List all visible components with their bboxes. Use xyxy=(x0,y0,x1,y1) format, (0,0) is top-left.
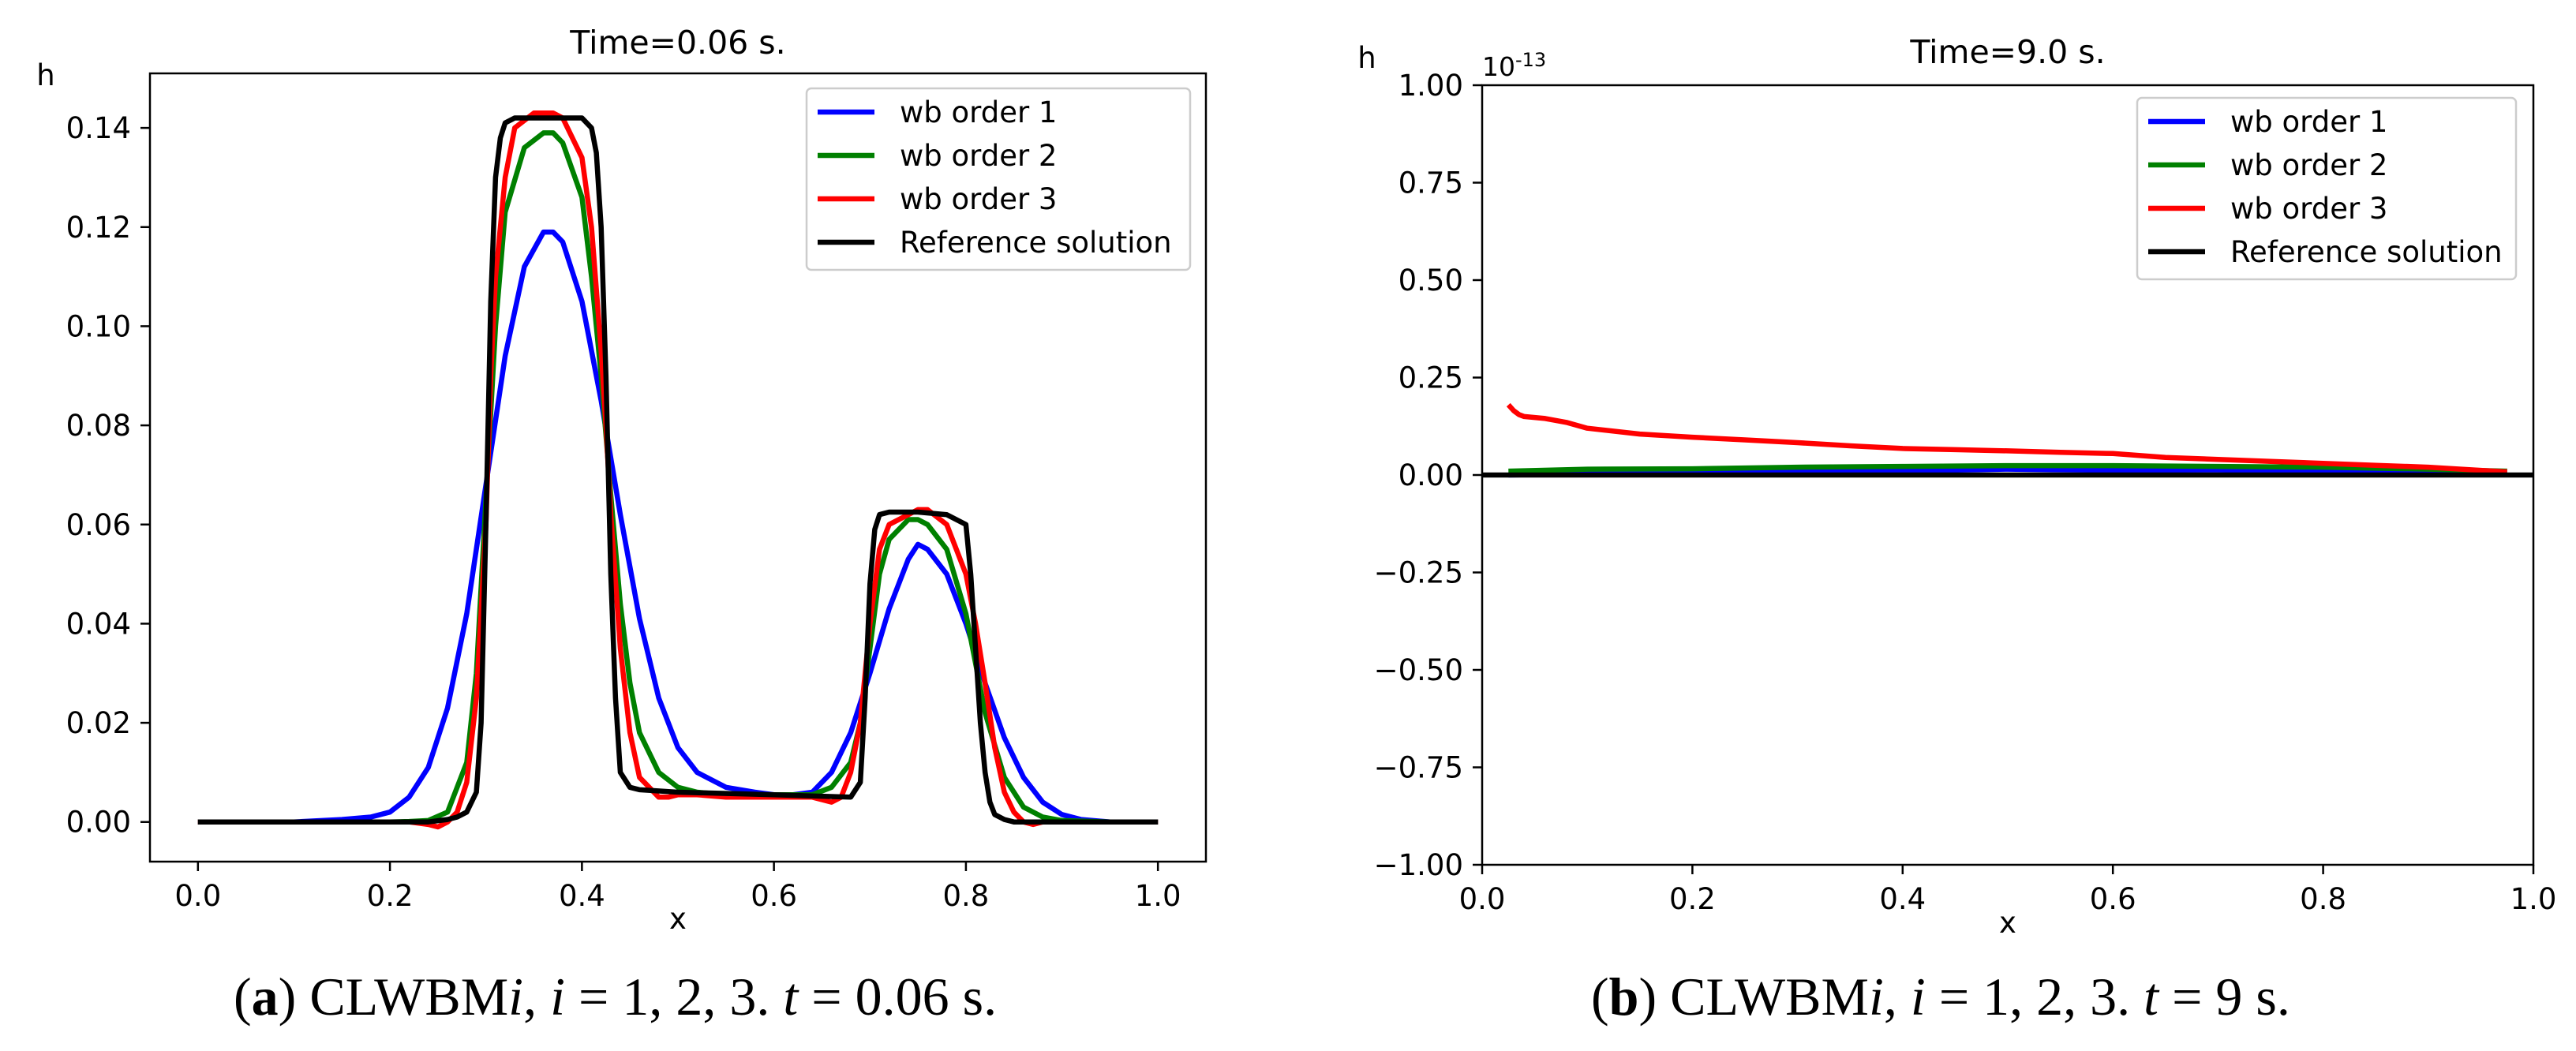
y-tick-label: −0.25 xyxy=(1374,556,1463,590)
caption-a-text1: CLWBM xyxy=(296,967,509,1027)
y-tick-label: 0.00 xyxy=(66,806,131,840)
series-line-wb-order-3 xyxy=(1506,402,2507,475)
x-tick-label: 1.0 xyxy=(2510,882,2557,916)
legend-label: Reference solution xyxy=(900,226,1172,260)
x-tick-label: 0.4 xyxy=(1879,882,1926,916)
legend-label: wb order 1 xyxy=(2230,105,2387,139)
x-tick-label: 0.0 xyxy=(1459,882,1506,916)
offset-exponent: -13 xyxy=(1515,49,1546,71)
legend-box xyxy=(805,87,1192,271)
y-tick-label: 0.06 xyxy=(66,508,131,542)
series-group xyxy=(1482,402,2533,478)
x-tick-label: 0.2 xyxy=(1669,882,1716,916)
caption-a-text2: , xyxy=(523,967,551,1027)
series-line-wb-order-1 xyxy=(197,229,1159,825)
chart-title: Time=9.0 s. xyxy=(1909,33,2105,71)
legend-label: Reference solution xyxy=(2230,235,2503,269)
x-tick-label: 0.2 xyxy=(367,879,414,913)
axes-frame xyxy=(148,72,1208,863)
legend-label: wb order 1 xyxy=(900,95,1057,129)
caption-a-text3: = 1, 2, 3. xyxy=(564,967,784,1027)
x-tick-label: 0.8 xyxy=(942,879,989,913)
caption-a-label: a xyxy=(251,967,279,1027)
caption-b-text2: , xyxy=(1883,967,1911,1027)
caption-b-text3: = 1, 2, 3. xyxy=(1925,967,2144,1027)
caption-a-text4: = 0.06 s. xyxy=(798,967,998,1027)
y-tick-label: −0.75 xyxy=(1374,751,1463,785)
chart-panel-b: 0.0 0.2 0.4 0.6 0.8 1.0 −1.00 −0.75 −0.50 −0.25 0.… xyxy=(1357,33,2556,940)
series-line-reference-solution xyxy=(197,115,1159,825)
y-tick-label: 0.08 xyxy=(66,409,131,443)
y-tick-label: 0.10 xyxy=(66,309,131,343)
y-tick-label: 0.25 xyxy=(1398,361,1463,395)
x-tick-label: 0.6 xyxy=(2090,882,2136,916)
legend-label: wb order 3 xyxy=(900,182,1057,216)
y-axis-label: h xyxy=(36,58,54,92)
offset-text: 10-13 xyxy=(1482,49,1546,82)
caption-a-var3: t xyxy=(783,967,799,1027)
caption-b-var1: i xyxy=(1869,967,1884,1027)
y-axis-label: h xyxy=(1357,41,1376,75)
legend-label: wb order 2 xyxy=(2230,148,2387,182)
caption-b-text1: CLWBM xyxy=(1657,967,1869,1027)
series-group xyxy=(197,110,1159,830)
y-tick-label: 0.02 xyxy=(66,706,131,740)
y-tick-label: 0.12 xyxy=(66,211,131,245)
legend-box xyxy=(2136,96,2518,281)
y-tick-label: 1.00 xyxy=(1398,69,1463,103)
caption-a: (a) CLWBMi, i = 1, 2, 3. t = 0.06 s. xyxy=(234,967,998,1027)
axes-frame xyxy=(1481,84,2535,866)
caption-a-var2: i xyxy=(550,967,565,1027)
chart-title: Time=0.06 s. xyxy=(569,24,785,62)
caption-b: (b) CLWBMi, i = 1, 2, 3. t = 9 s. xyxy=(1591,967,2290,1027)
x-tick-label: 0.4 xyxy=(559,879,605,913)
y-tick-label: −1.00 xyxy=(1374,848,1463,882)
x-axis-label: x xyxy=(1999,906,2016,940)
legend-label: wb order 2 xyxy=(900,139,1057,173)
caption-b-var2: i xyxy=(1910,967,1926,1027)
y-tick-label: 0.04 xyxy=(66,607,131,641)
y-tick-label: 0.00 xyxy=(1398,458,1463,492)
x-tick-label: 1.0 xyxy=(1135,879,1181,913)
x-tick-label: 0.8 xyxy=(2300,882,2346,916)
y-tick-label: 0.75 xyxy=(1398,166,1463,200)
chart-panel-a: 0.0 0.2 0.4 0.6 0.8 1.0 0.00 0.02 0.04 0.06 0.08 0.… xyxy=(36,24,1208,936)
legend-label: wb order 3 xyxy=(2230,192,2387,226)
y-tick-label: 0.14 xyxy=(66,111,131,145)
caption-b-var3: t xyxy=(2144,967,2159,1027)
series-line-wb-order-2 xyxy=(1508,462,2507,474)
x-tick-label: 0.0 xyxy=(174,879,221,913)
caption-a-var1: i xyxy=(508,967,524,1027)
figure: 0.0 0.2 0.4 0.6 0.8 1.0 0.00 0.02 0.04 0.06 0.08 0.… xyxy=(36,24,2556,940)
y-tick-label: −0.50 xyxy=(1374,653,1463,687)
x-axis-label: x xyxy=(669,902,687,936)
x-tick-label: 0.6 xyxy=(751,879,797,913)
caption-b-label: b xyxy=(1608,967,1639,1027)
caption-b-text4: = 9 s. xyxy=(2159,967,2290,1027)
y-tick-label: 0.50 xyxy=(1398,264,1463,297)
